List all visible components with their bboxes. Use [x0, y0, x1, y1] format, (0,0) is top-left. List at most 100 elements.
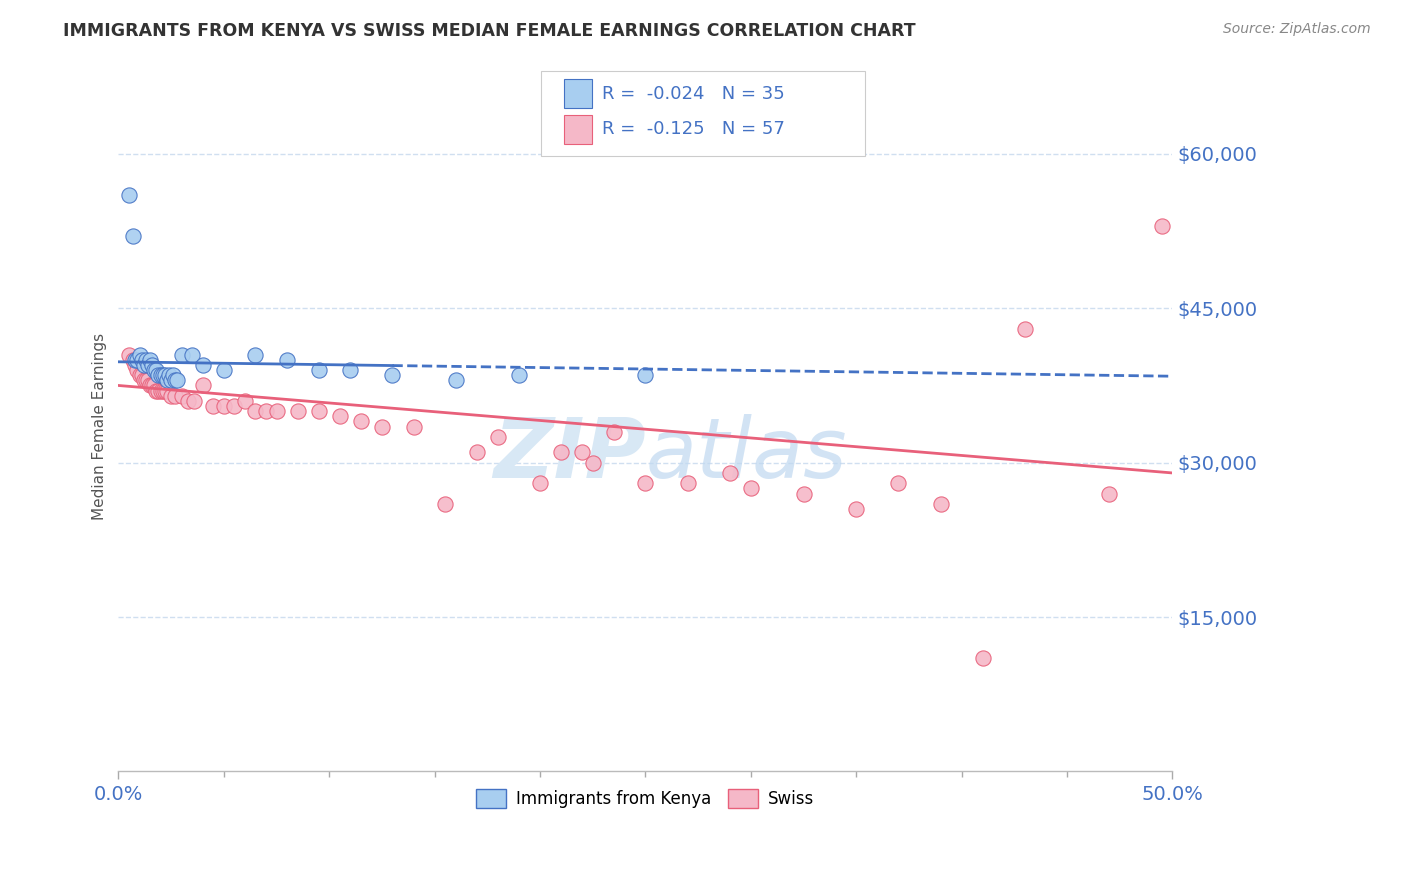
- Point: [308, 363, 330, 377]
- Point: [128, 348, 150, 362]
- Point: [143, 378, 166, 392]
- Point: [127, 352, 149, 367]
- Point: [157, 368, 180, 383]
- Point: [740, 482, 762, 496]
- Point: [329, 409, 352, 424]
- Point: [160, 389, 183, 403]
- Point: [245, 348, 267, 362]
- Point: [308, 404, 330, 418]
- Point: [508, 368, 530, 383]
- Point: [160, 373, 183, 387]
- Y-axis label: Median Female Earnings: Median Female Earnings: [93, 333, 107, 520]
- Text: ZIP: ZIP: [494, 414, 645, 495]
- Point: [149, 384, 172, 398]
- Point: [254, 404, 277, 418]
- Point: [141, 378, 163, 392]
- Text: R =  -0.024   N = 35: R = -0.024 N = 35: [602, 85, 785, 103]
- Point: [287, 404, 309, 418]
- Point: [972, 651, 994, 665]
- Point: [191, 358, 214, 372]
- Point: [141, 358, 163, 372]
- Point: [143, 363, 166, 377]
- Point: [582, 456, 605, 470]
- Text: atlas: atlas: [645, 414, 846, 495]
- Point: [145, 363, 167, 377]
- Point: [131, 368, 153, 383]
- Point: [128, 368, 150, 383]
- Point: [131, 352, 153, 367]
- Point: [676, 476, 699, 491]
- Point: [118, 348, 141, 362]
- Point: [381, 368, 404, 383]
- Point: [122, 352, 145, 367]
- Point: [350, 415, 373, 429]
- Point: [212, 363, 235, 377]
- Point: [191, 378, 214, 392]
- Legend: Immigrants from Kenya, Swiss: Immigrants from Kenya, Swiss: [470, 782, 821, 814]
- Point: [162, 368, 184, 383]
- Point: [145, 384, 167, 398]
- Point: [165, 373, 187, 387]
- Point: [136, 358, 159, 372]
- Point: [434, 497, 457, 511]
- Point: [132, 373, 155, 387]
- Point: [212, 399, 235, 413]
- Point: [718, 466, 741, 480]
- Point: [152, 384, 174, 398]
- Point: [529, 476, 551, 491]
- Point: [793, 486, 815, 500]
- Point: [233, 393, 256, 408]
- Point: [170, 389, 193, 403]
- Point: [444, 373, 467, 387]
- Text: R =  -0.125   N = 57: R = -0.125 N = 57: [602, 120, 785, 138]
- Point: [156, 373, 179, 387]
- Point: [153, 368, 176, 383]
- Point: [177, 393, 200, 408]
- Point: [148, 368, 170, 383]
- Point: [245, 404, 267, 418]
- Point: [339, 363, 361, 377]
- Point: [181, 348, 204, 362]
- Point: [371, 419, 394, 434]
- Point: [170, 348, 193, 362]
- Point: [571, 445, 593, 459]
- Point: [122, 229, 145, 244]
- Point: [1098, 486, 1121, 500]
- Point: [148, 384, 170, 398]
- Text: Source: ZipAtlas.com: Source: ZipAtlas.com: [1223, 22, 1371, 37]
- Point: [634, 368, 657, 383]
- Point: [845, 502, 868, 516]
- Point: [153, 384, 176, 398]
- Point: [634, 476, 657, 491]
- Point: [136, 373, 159, 387]
- Point: [224, 399, 246, 413]
- Point: [183, 393, 205, 408]
- Point: [887, 476, 910, 491]
- Point: [202, 399, 225, 413]
- Point: [550, 445, 572, 459]
- Point: [124, 352, 146, 367]
- Point: [132, 358, 155, 372]
- Point: [465, 445, 488, 459]
- Point: [165, 389, 187, 403]
- Point: [402, 419, 425, 434]
- Point: [929, 497, 952, 511]
- Point: [486, 430, 509, 444]
- Point: [135, 352, 157, 367]
- Point: [149, 368, 172, 383]
- Point: [603, 425, 626, 439]
- Point: [139, 378, 162, 392]
- Point: [156, 384, 179, 398]
- Point: [118, 188, 141, 202]
- Point: [166, 373, 188, 387]
- Point: [135, 373, 157, 387]
- Point: [276, 352, 298, 367]
- Text: IMMIGRANTS FROM KENYA VS SWISS MEDIAN FEMALE EARNINGS CORRELATION CHART: IMMIGRANTS FROM KENYA VS SWISS MEDIAN FE…: [63, 22, 915, 40]
- Point: [139, 352, 162, 367]
- Point: [266, 404, 288, 418]
- Point: [127, 363, 149, 377]
- Point: [1150, 219, 1173, 233]
- Point: [1014, 322, 1036, 336]
- Point: [152, 368, 174, 383]
- Point: [124, 358, 146, 372]
